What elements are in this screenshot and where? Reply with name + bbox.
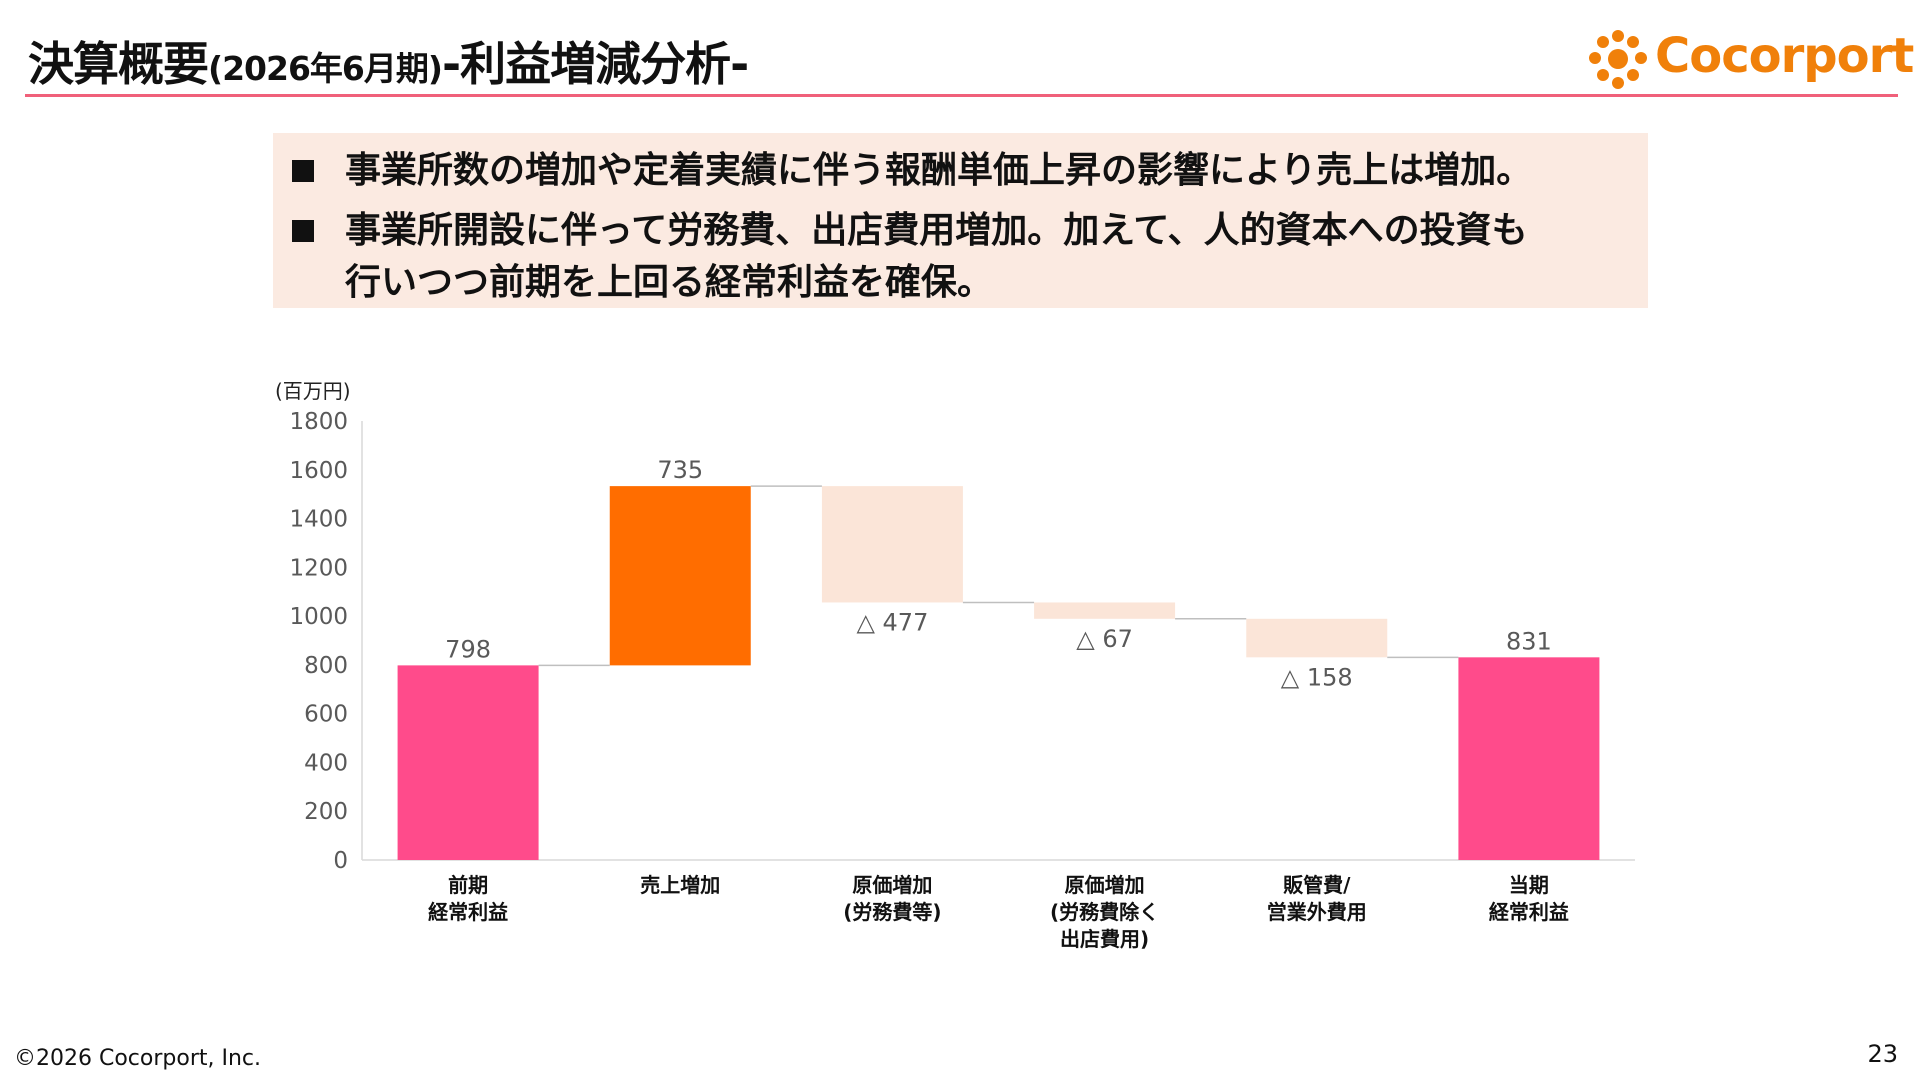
summary-box [273, 133, 1648, 308]
y-tick-label: 1000 [289, 604, 348, 630]
y-tick-label: 400 [304, 750, 348, 776]
x-tick-label: 当期 経常利益 [1488, 873, 1569, 924]
logo-icon [1589, 30, 1647, 89]
y-tick-label: 1800 [289, 409, 348, 435]
bar [1246, 618, 1388, 658]
bullet-text: 事業所数の増加や定着実績に伴う報酬単価上昇の影響により売上は増加。 [345, 150, 1533, 191]
value-label: 735 [657, 456, 703, 484]
value-label: △ 477 [856, 608, 928, 636]
value-label: △ 67 [1076, 625, 1133, 653]
title-main: 決算概要 [28, 37, 209, 91]
value-label: 798 [445, 635, 491, 663]
y-tick-label: 200 [304, 799, 348, 825]
y-tick-label: 0 [333, 848, 348, 874]
y-tick-label: 1600 [289, 458, 348, 484]
y-unit-label: (百万円) [275, 379, 351, 403]
x-tick-label: 売上増加 [640, 873, 721, 897]
x-tick-label: 販管費/ 営業外費用 [1266, 873, 1367, 924]
slide-title: 決算概要(2026年6月期)-利益増減分析- [28, 28, 749, 94]
y-tick-label: 1200 [289, 555, 348, 581]
x-tick-label: 原価増加 (労務費等) [843, 873, 942, 924]
bar [397, 665, 539, 860]
value-label: 831 [1506, 627, 1552, 655]
title-suffix: -利益増減分析- [441, 37, 749, 91]
title-period: (2026年6月期) [208, 49, 443, 88]
bar [1458, 657, 1600, 860]
title-rule [25, 94, 1898, 97]
x-tick-label: 原価増加 (労務費除く 出店費用) [1050, 873, 1160, 951]
value-label: △ 158 [1281, 663, 1353, 691]
bullet-marker [292, 220, 314, 242]
page-number: 23 [1867, 1040, 1898, 1068]
y-tick-label: 1400 [289, 507, 348, 533]
y-tick-label: 600 [304, 702, 348, 728]
x-tick-label: 前期 経常利益 [428, 873, 509, 924]
bullet-text: 事業所開設に伴って労務費、出店費用増加。加えて、人的資本への投資も 行いつつ前期… [345, 210, 1528, 303]
logo-text: Cocorport [1655, 28, 1914, 84]
bullet-marker [292, 160, 314, 182]
copyright: ©2026 Cocorport, Inc. [14, 1046, 262, 1071]
bar [821, 486, 963, 603]
bar [1034, 602, 1176, 619]
y-tick-label: 800 [304, 653, 348, 679]
bar [609, 486, 751, 666]
